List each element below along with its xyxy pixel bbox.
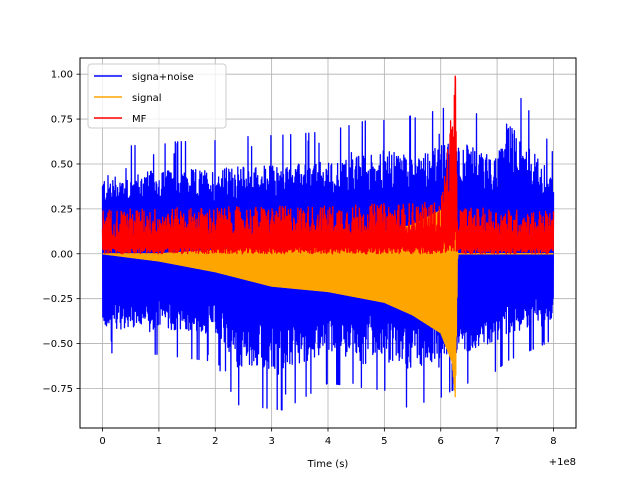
series-layer bbox=[101, 75, 555, 411]
y-tick-label: 0.50 bbox=[51, 159, 73, 170]
legend-label: signal bbox=[132, 93, 162, 104]
series-line-signa-noise bbox=[101, 97, 555, 411]
x-tick-label: 1 bbox=[156, 436, 162, 447]
x-tick-label: 6 bbox=[438, 436, 444, 447]
series-line-mf bbox=[101, 75, 555, 255]
x-axis-label: Time (s) bbox=[307, 459, 349, 470]
x-tick-label: 5 bbox=[381, 436, 387, 447]
ticks: 0 1 2 3 4 5 6 7 8 −0.75 −0.50 −0.25 0.00 0.25 0.50 0.75… bbox=[42, 70, 556, 447]
legend: signa+noise signal MF bbox=[87, 63, 227, 129]
legend-label: MF bbox=[132, 114, 147, 125]
x-tick-label: 3 bbox=[268, 436, 274, 447]
x-offset-label: +1e8 bbox=[549, 457, 576, 468]
y-tick-label: 0.75 bbox=[51, 115, 73, 126]
x-tick-label: 7 bbox=[494, 436, 500, 447]
x-tick-label: 0 bbox=[99, 436, 105, 447]
x-tick-label: 8 bbox=[550, 436, 556, 447]
y-tick-label: −0.50 bbox=[42, 339, 73, 350]
y-tick-label: 1.00 bbox=[51, 70, 73, 81]
y-tick-label: 0.00 bbox=[51, 249, 73, 260]
legend-label: signa+noise bbox=[132, 72, 194, 83]
x-tick-label: 4 bbox=[325, 436, 331, 447]
legend-box bbox=[87, 63, 227, 129]
y-tick-label: −0.75 bbox=[42, 384, 73, 395]
y-tick-label: −0.25 bbox=[42, 294, 73, 305]
y-tick-label: 0.25 bbox=[51, 204, 73, 215]
x-tick-label: 2 bbox=[212, 436, 218, 447]
